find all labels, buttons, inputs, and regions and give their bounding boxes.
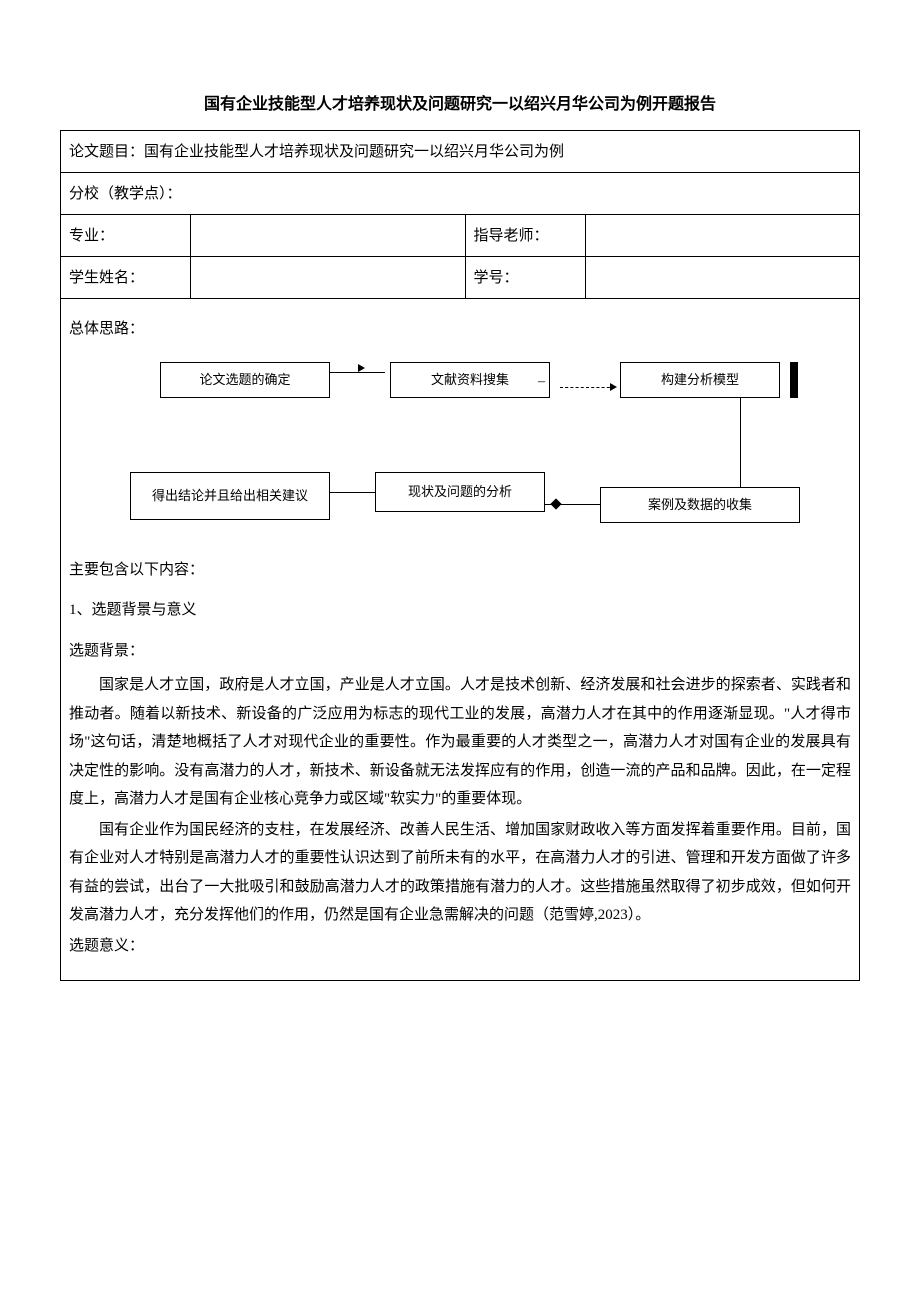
- student-id-value: [585, 257, 860, 299]
- background-paragraph-1: 国家是人才立国，政府是人才立国，产业是人才立国。人才是技术创新、经济发展和社会进…: [69, 671, 851, 814]
- significance-label: 选题意义：: [69, 932, 851, 961]
- flow-side-bar: [790, 362, 798, 398]
- flow-node-model: 构建分析模型: [620, 362, 780, 398]
- flow-arrow-2: [560, 387, 615, 388]
- body-row: 总体思路： 论文选题的确定 文献资料搜集 构建分析模型 – 得出结论并且给出相关…: [61, 299, 860, 981]
- flow-diamond-icon: [550, 498, 561, 509]
- major-advisor-row: 专业： 指导老师：: [61, 215, 860, 257]
- flow-vline-right: [740, 398, 741, 487]
- student-name-value: [191, 257, 466, 299]
- flow-node-conclusion: 得出结论并且给出相关建议: [130, 472, 330, 520]
- document-title: 国有企业技能型人才培养现状及问题研究一以绍兴月华公司为例开题报告: [60, 90, 860, 120]
- flow-connector-left: [330, 492, 375, 493]
- advisor-value: [585, 215, 860, 257]
- background-paragraph-2: 国有企业作为国民经济的支柱，在发展经济、改善人民生活、增加国家财政收入等方面发挥…: [69, 816, 851, 930]
- flow-arrowhead-1: [358, 364, 365, 372]
- flow-node-topic: 论文选题的确定: [160, 362, 330, 398]
- flow-dash-icon: –: [538, 369, 545, 396]
- major-label: 专业：: [61, 215, 191, 257]
- name-id-row: 学生姓名： 学号：: [61, 257, 860, 299]
- thesis-title-value: 国有企业技能型人才培养现状及问题研究一以绍兴月华公司为例: [144, 144, 564, 160]
- student-id-label: 学号：: [465, 257, 585, 299]
- includes-heading: 主要包含以下内容：: [69, 556, 851, 585]
- background-label: 选题背景：: [69, 637, 851, 666]
- proposal-form: 论文题目：国有企业技能型人才培养现状及问题研究一以绍兴月华公司为例 分校（教学点…: [60, 130, 860, 981]
- major-value: [191, 215, 466, 257]
- flow-node-analysis: 现状及问题的分析: [375, 472, 545, 512]
- section-1-heading: 1、选题背景与意义: [69, 596, 851, 625]
- thesis-title-label: 论文题目：: [69, 144, 144, 160]
- thesis-title-row: 论文题目：国有企业技能型人才培养现状及问题研究一以绍兴月华公司为例: [61, 131, 860, 173]
- advisor-label: 指导老师：: [465, 215, 585, 257]
- flowchart: 论文选题的确定 文献资料搜集 构建分析模型 – 得出结论并且给出相关建议 现状及…: [100, 352, 820, 542]
- flow-arrowhead-2: [610, 383, 617, 391]
- flow-node-data: 案例及数据的收集: [600, 487, 800, 523]
- flow-node-literature: 文献资料搜集: [390, 362, 550, 398]
- section-1-number: 1、: [69, 602, 92, 618]
- branch-row: 分校（教学点）：: [61, 173, 860, 215]
- section-1-title: 选题背景与意义: [92, 602, 197, 618]
- flow-arrow-1: [330, 372, 385, 373]
- branch-label: 分校（教学点）：: [69, 186, 182, 202]
- student-name-label: 学生姓名：: [61, 257, 191, 299]
- overall-approach-heading: 总体思路：: [69, 315, 851, 344]
